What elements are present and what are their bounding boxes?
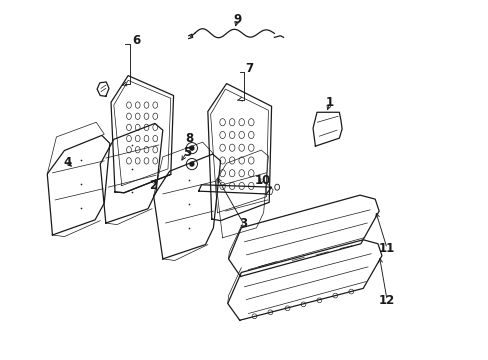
Text: 3: 3 xyxy=(239,217,247,230)
Text: 4: 4 xyxy=(63,156,71,168)
Text: 12: 12 xyxy=(378,294,394,307)
Text: 10: 10 xyxy=(254,174,270,186)
Text: 5: 5 xyxy=(182,145,190,159)
Text: 6: 6 xyxy=(132,34,140,47)
Text: 7: 7 xyxy=(244,62,253,75)
Text: 2: 2 xyxy=(148,180,157,193)
Text: 1: 1 xyxy=(325,96,333,109)
Text: 8: 8 xyxy=(185,132,193,145)
Text: 11: 11 xyxy=(378,242,394,255)
Circle shape xyxy=(189,146,194,150)
Circle shape xyxy=(189,162,194,166)
Text: 9: 9 xyxy=(233,13,241,26)
